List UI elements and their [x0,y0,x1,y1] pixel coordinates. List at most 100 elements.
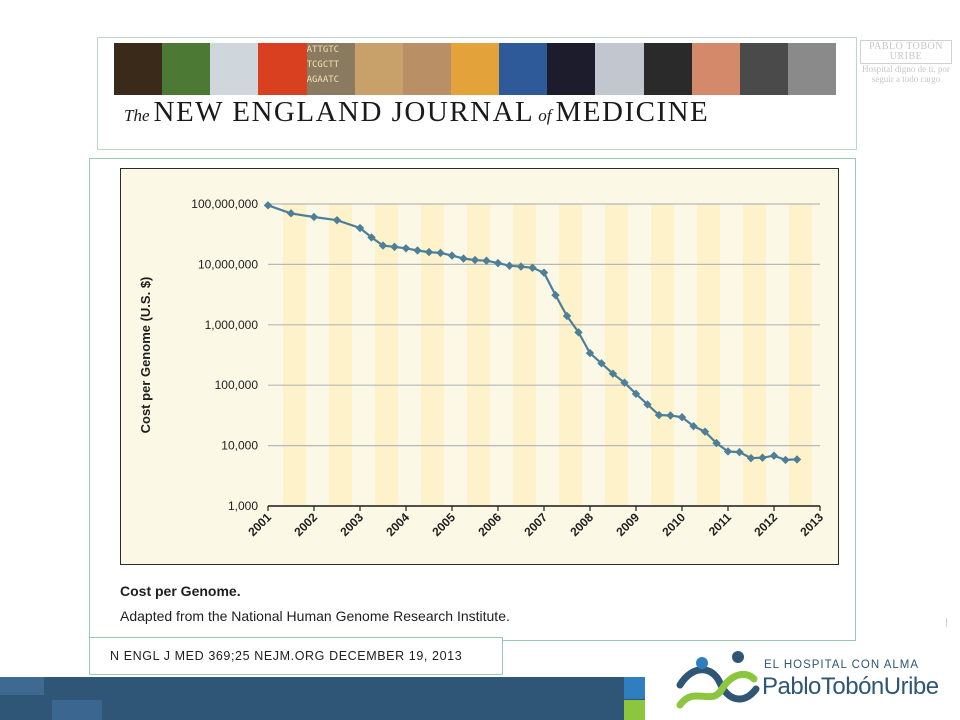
y-tick-label: 100,000,000 [191,197,258,211]
hospital-logo-tagline: EL HOSPITAL CON ALMA [764,659,920,671]
data-point [436,248,445,258]
year-band [283,204,306,506]
footer-accent-block [0,677,44,695]
journal-title-main1: NEW ENGLAND JOURNAL [153,96,535,128]
hospital-logo-name: PabloTobónUribe [762,673,939,700]
data-point [447,251,457,260]
data-point [585,348,595,358]
footer-blue-block [624,677,645,699]
data-point [378,241,388,250]
cover-image-strip: ATTGTC TCGCTT AGAATC [114,43,837,95]
figure-caption-source: Adapted from the National Human Genome R… [120,608,510,624]
data-point [643,400,652,409]
data-point [597,359,606,368]
cover-image-tile [739,43,788,95]
data-point [746,453,756,463]
cover-image-tile [691,43,740,95]
cover-image-tile [210,43,259,95]
data-point [539,268,549,277]
data-point [758,453,767,462]
divider [946,618,947,627]
x-tick-label: 2005 [429,510,458,539]
data-point [735,447,744,457]
x-tick-label: 2003 [337,510,366,539]
x-tick-label: 2013 [797,510,826,539]
footer-bar [0,677,645,720]
cover-image-tile [402,43,451,95]
year-band [329,204,352,506]
year-band [467,204,490,506]
y-tick-label: 100,000 [215,378,259,392]
year-band [513,204,536,506]
journal-banner: ATTGTC TCGCTT AGAATC The NEW ENGLAND JOU… [97,37,857,150]
x-tick-label: 2010 [659,510,688,539]
hospital-logo-mark-icon [676,651,760,709]
data-point [608,369,618,378]
year-band [743,204,766,506]
data-point [332,215,342,225]
cover-image-tile [499,43,548,95]
data-point [620,378,629,387]
data-point [666,411,675,420]
footer-accent-block [52,700,102,720]
y-axis-label: Cost per Genome (U.S. $) [138,277,153,434]
x-tick-label: 2001 [245,510,274,539]
data-point [355,223,365,233]
hospital-watermark-logo: PABLO TOBÓN URIBE Hospital digno de ti, … [860,40,952,84]
x-tick-label: 2012 [751,510,780,539]
x-tick-label: 2009 [613,510,642,539]
data-point [528,263,537,272]
year-band [789,204,812,506]
cover-image-tile [547,43,596,95]
data-point [723,447,733,456]
x-tick-label: 2006 [475,510,504,539]
journal-title-main2: MEDICINE [555,96,710,128]
journal-title-the: The [124,106,150,125]
data-point [654,410,664,420]
data-point [516,262,526,271]
watermark-name: PABLO TOBÓN URIBE [860,40,952,64]
cover-image-tile [354,43,403,95]
cover-image-tile [258,43,307,95]
data-point [424,247,434,257]
cover-image-tile [787,43,837,95]
data-point [700,427,710,436]
cover-image-tile [162,43,211,95]
year-band [605,204,628,506]
journal-citation: N ENGL J MED 369;25 NEJM.ORG DECEMBER 19… [89,637,503,675]
y-tick-label: 1,000,000 [205,318,259,332]
data-point [367,233,376,242]
data-point [712,438,721,448]
data-point [413,246,422,255]
journal-title: The NEW ENGLAND JOURNAL of MEDICINE [124,96,854,129]
figure-caption-title: Cost per Genome. [120,583,241,599]
year-band [375,204,398,506]
hospital-logo: EL HOSPITAL CON ALMA PabloTobónUribe [672,645,939,717]
data-point [562,311,572,321]
data-point [769,451,779,460]
year-band [651,204,674,506]
year-band [697,204,720,506]
data-point [286,209,296,218]
cover-image-tile [643,43,692,95]
data-point [781,455,790,465]
x-tick-label: 2002 [291,510,320,539]
footer-green-block [624,700,645,720]
watermark-tagline: Hospital digno de ti, por seguir a todo … [862,64,950,84]
y-tick-label: 10,000,000 [198,257,258,271]
journal-title-of: of [538,106,552,125]
data-point [505,261,514,270]
data-point [470,255,480,265]
y-tick-label: 10,000 [221,439,258,453]
data-point [551,290,560,300]
data-point [677,413,687,422]
data-point [401,244,411,253]
data-point [309,212,319,222]
x-tick-label: 2004 [383,510,412,539]
y-tick-label: 1,000 [228,499,258,513]
year-band [421,204,444,506]
data-point [263,201,273,210]
data-point [459,254,468,263]
year-band [559,204,582,506]
data-point [574,328,583,337]
